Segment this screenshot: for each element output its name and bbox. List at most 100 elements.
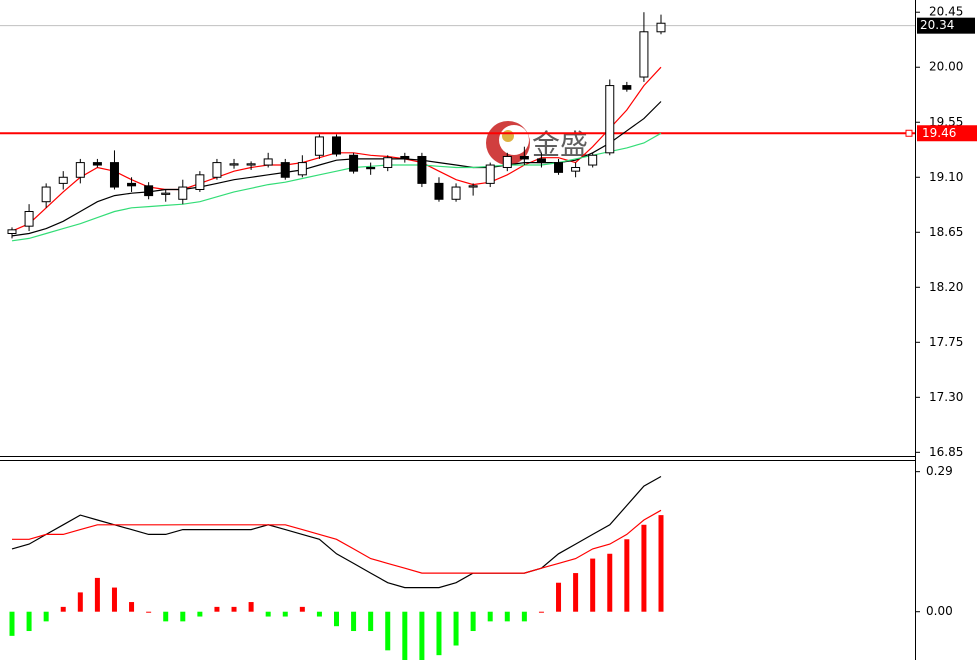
watermark-logo: 金盛 [486,121,588,165]
candle-body [519,155,529,160]
candle-body [605,85,615,154]
y-tick-label: 0.29 [926,464,953,478]
candle-body [58,176,68,184]
candle-body [485,164,495,184]
candle-body [417,155,427,184]
ma-line [11,132,662,242]
macd-bar [470,611,476,632]
candle-body [314,136,324,156]
macd-bar [316,611,322,617]
macd-bar [9,611,15,636]
macd-bar [163,611,169,622]
candle-body [178,186,188,200]
candle-body [349,154,359,172]
macd-bar [504,611,510,622]
macd-bar [385,611,391,651]
candle-body [554,162,564,173]
macd-bar [129,602,135,612]
macd-bar [60,606,66,612]
candle-body [622,85,632,90]
level-marker [905,129,913,137]
candle-body [588,154,598,166]
candle-body [656,22,666,33]
macd-bar [641,524,647,612]
candle-body [297,162,307,176]
candle-body [400,155,410,160]
candle-body [639,31,649,78]
candle-body [332,136,341,155]
macd-bar [436,611,442,656]
macd-bar [419,611,425,660]
macd-bar [299,606,305,612]
macd-bar [573,573,579,612]
candle-body [383,157,393,168]
macd-bar [214,606,220,612]
macd-bar [77,592,83,612]
logo-dot [502,130,514,142]
macd-bar [521,611,527,622]
macd-bar [282,611,288,617]
macd-bar [402,611,408,660]
y-tick-label: 19.10 [929,170,963,184]
macd-bar [265,611,271,617]
macd-line [11,475,662,589]
macd-bar [538,611,544,613]
y-tick-label: 18.20 [929,280,963,294]
candle-body [280,162,290,178]
macd-bar [624,539,630,612]
candle-body [127,182,137,187]
macd-bar [248,602,254,612]
candle-body [263,158,273,166]
y-tick-label: 19.55 [929,115,963,129]
candle-body [434,182,444,200]
macd-bar [26,611,32,632]
last-price-box [917,17,975,34]
ma-line [11,101,662,237]
candle-body [451,186,461,200]
macd-bar [43,611,49,622]
candle-body [75,162,85,178]
y-tick-label: 20.45 [929,5,963,19]
macd-bar [334,611,339,627]
macd-bar [368,611,374,632]
macd-bar [94,577,100,612]
candle-body [571,166,581,172]
macd-bar [590,558,596,612]
candle-body [195,174,205,190]
macd-bar [111,587,117,612]
macd-bar [658,515,664,612]
macd-bar [351,611,357,632]
y-tick-label: 20.00 [929,60,963,74]
candle-body [229,163,239,166]
y-tick-label: 16.85 [929,445,963,459]
macd-bar [146,611,152,613]
y-tick-label: 17.30 [929,390,963,404]
candle-body [366,166,376,170]
candle-body [502,155,512,168]
candle-body [144,185,154,197]
candle-body [7,229,17,235]
candle-body [109,162,119,188]
y-tick-label: 18.65 [929,225,963,239]
macd-bar [197,611,203,617]
macd-bar [607,553,613,612]
macd-bar [180,611,186,622]
candle-body [92,162,102,166]
candle-body [41,186,51,203]
macd-bar [487,611,493,622]
macd-bar [231,606,237,612]
macd-bar [556,582,562,612]
candle-body [161,192,171,195]
candle-body [24,210,34,227]
y-tick-label: 0.00 [926,604,953,618]
level-label: 19.46 [922,126,956,140]
y-tick-label: 17.75 [929,335,963,349]
macd-line [12,509,662,574]
candle-body [246,163,256,166]
candle-body [536,158,546,164]
candle-body [468,185,478,188]
candle-body [212,162,222,178]
level-box [917,125,977,142]
